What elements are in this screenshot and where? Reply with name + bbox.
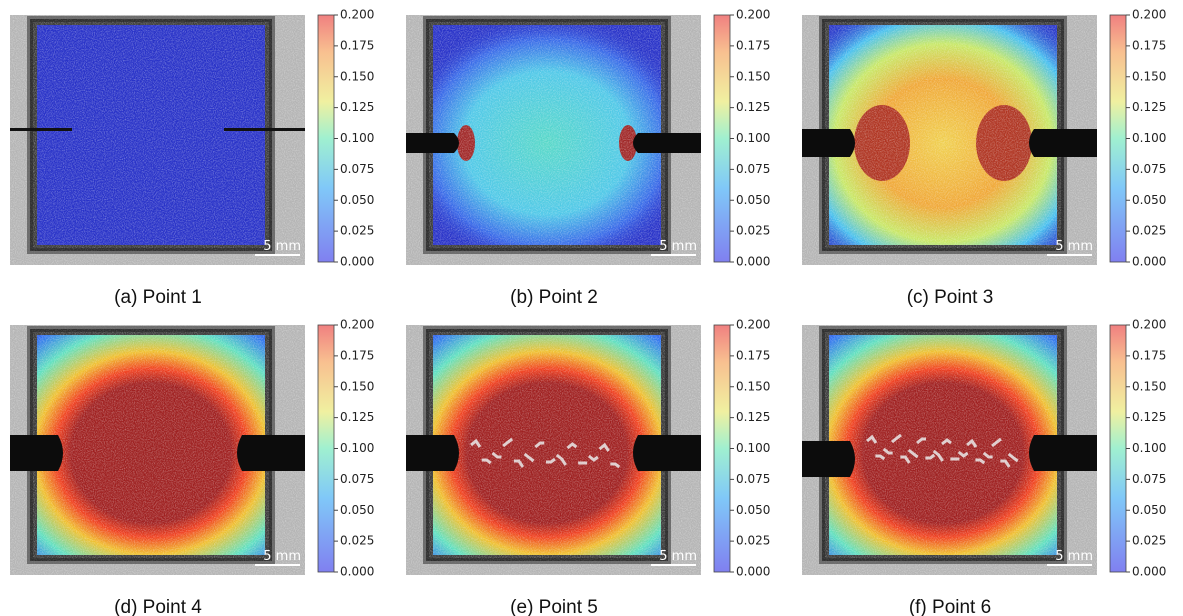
notch	[802, 129, 855, 157]
colorbar-tick-label: 0.125	[340, 410, 374, 424]
colorbar-tick-label: 0.000	[340, 565, 374, 579]
notch	[1029, 435, 1097, 471]
colorbar	[1109, 14, 1127, 263]
colorbar-tick-label: 0.075	[736, 472, 770, 486]
colorbar	[317, 324, 335, 573]
colorbar-tick-label: 0.000	[736, 255, 770, 269]
strain-image: 5 mm	[406, 325, 701, 575]
colorbar-tick-label: 0.150	[1132, 379, 1166, 393]
scale-bar-label: 5 mm	[1055, 549, 1093, 564]
colorbar-tick-label: 0.100	[1132, 131, 1166, 145]
notch	[10, 128, 72, 131]
colorbar	[713, 14, 731, 263]
colorbar-tick-label: 0.075	[736, 162, 770, 176]
colorbar-tick-label: 0.000	[1132, 565, 1166, 579]
colorbar-tick-label: 0.025	[1132, 534, 1166, 548]
colorbar-tick-label: 0.125	[340, 100, 374, 114]
colorbar-tick-label: 0.175	[736, 38, 770, 52]
colorbar-tick-label: 0.050	[736, 503, 770, 517]
panel: 5 mm 0.000 0.025 0.050 0.075 0.100 0.125 0.150 0…	[406, 8, 770, 308]
colorbar-tick-label: 0.125	[736, 410, 770, 424]
colorbar-tick-label: 0.175	[736, 348, 770, 362]
strain-image: 5 mm	[406, 15, 701, 265]
panel: 5 mm 0.000 0.025 0.050 0.075 0.100 0.125 0.150 0…	[406, 318, 770, 616]
colorbar-tick-label: 0.200	[736, 8, 770, 22]
panel: 5 mm 0.000 0.025 0.050 0.075 0.100 0.125 0.150 0…	[10, 8, 374, 308]
panel: 5 mm 0.000 0.025 0.050 0.075 0.100 0.125 0.150 0…	[802, 318, 1166, 616]
notch	[224, 128, 305, 131]
notch	[406, 435, 459, 471]
strain-image: 5 mm	[802, 325, 1097, 575]
colorbar-tick-label: 0.025	[340, 224, 374, 238]
colorbar-tick-label: 0.200	[340, 8, 374, 22]
notch	[633, 435, 701, 471]
panel: 5 mm 0.000 0.025 0.050 0.075 0.100 0.125 0.150 0…	[802, 8, 1166, 308]
colorbar-tick-label: 0.175	[340, 38, 374, 52]
colorbar-tick-label: 0.175	[1132, 38, 1166, 52]
colorbar-tick-label: 0.075	[340, 472, 374, 486]
scale-bar-label: 5 mm	[659, 549, 697, 564]
colorbar	[317, 14, 335, 263]
colorbar-tick-label: 0.100	[736, 441, 770, 455]
colorbar-tick-label: 0.150	[340, 69, 374, 83]
colorbar-tick-label: 0.075	[1132, 472, 1166, 486]
notch	[802, 441, 855, 477]
scale-bar-label: 5 mm	[659, 239, 697, 254]
caption: (c) Point 3	[907, 287, 994, 308]
caption: (b) Point 2	[510, 287, 598, 308]
notch	[10, 435, 63, 471]
colorbar-tick-label: 0.200	[736, 318, 770, 332]
scale-bar-label: 5 mm	[263, 239, 301, 254]
colorbar-tick-label: 0.175	[1132, 348, 1166, 362]
colorbar	[713, 324, 731, 573]
notch	[633, 133, 701, 153]
colorbar-tick-label: 0.125	[736, 100, 770, 114]
caption: (d) Point 4	[114, 597, 202, 616]
colorbar-tick-label: 0.125	[1132, 410, 1166, 424]
colorbar-tick-label: 0.150	[736, 69, 770, 83]
caption: (f) Point 6	[909, 597, 991, 616]
colorbar-tick-label: 0.200	[1132, 318, 1166, 332]
colorbar-tick-label: 0.100	[340, 441, 374, 455]
colorbar-tick-label: 0.000	[340, 255, 374, 269]
colorbar-tick-label: 0.025	[1132, 224, 1166, 238]
colorbar-tick-label: 0.050	[1132, 503, 1166, 517]
colorbar-tick-label: 0.050	[340, 503, 374, 517]
colorbar-tick-label: 0.000	[736, 565, 770, 579]
colorbar-tick-label: 0.100	[1132, 441, 1166, 455]
colorbar-tick-label: 0.100	[736, 131, 770, 145]
colorbar-tick-label: 0.000	[1132, 255, 1166, 269]
colorbar-tick-label: 0.050	[1132, 193, 1166, 207]
notch	[406, 133, 459, 153]
colorbar-tick-label: 0.050	[736, 193, 770, 207]
scale-bar-label: 5 mm	[1055, 239, 1093, 254]
colorbar-tick-label: 0.200	[340, 318, 374, 332]
colorbar-tick-label: 0.150	[736, 379, 770, 393]
frame-noise	[27, 16, 275, 254]
colorbar-tick-label: 0.075	[1132, 162, 1166, 176]
scale-bar-label: 5 mm	[263, 549, 301, 564]
colorbar-tick-label: 0.025	[736, 224, 770, 238]
colorbar-tick-label: 0.175	[340, 348, 374, 362]
caption: (e) Point 5	[510, 597, 598, 616]
strain-image: 5 mm	[10, 15, 305, 265]
colorbar-tick-label: 0.125	[1132, 100, 1166, 114]
colorbar-tick-label: 0.025	[736, 534, 770, 548]
strain-image: 5 mm	[10, 325, 305, 575]
colorbar-tick-label: 0.150	[340, 379, 374, 393]
colorbar-tick-label: 0.100	[340, 131, 374, 145]
colorbar-tick-label: 0.050	[340, 193, 374, 207]
colorbar	[1109, 324, 1127, 573]
colorbar-tick-label: 0.075	[340, 162, 374, 176]
colorbar-tick-label: 0.150	[1132, 69, 1166, 83]
panel: 5 mm 0.000 0.025 0.050 0.075 0.100 0.125 0.150 0…	[10, 318, 374, 616]
colorbar-tick-label: 0.025	[340, 534, 374, 548]
notch	[237, 435, 305, 471]
colorbar-tick-label: 0.200	[1132, 8, 1166, 22]
notch	[1029, 129, 1097, 157]
caption: (a) Point 1	[114, 287, 202, 308]
noise	[10, 15, 305, 265]
strain-image: 5 mm	[802, 15, 1097, 265]
